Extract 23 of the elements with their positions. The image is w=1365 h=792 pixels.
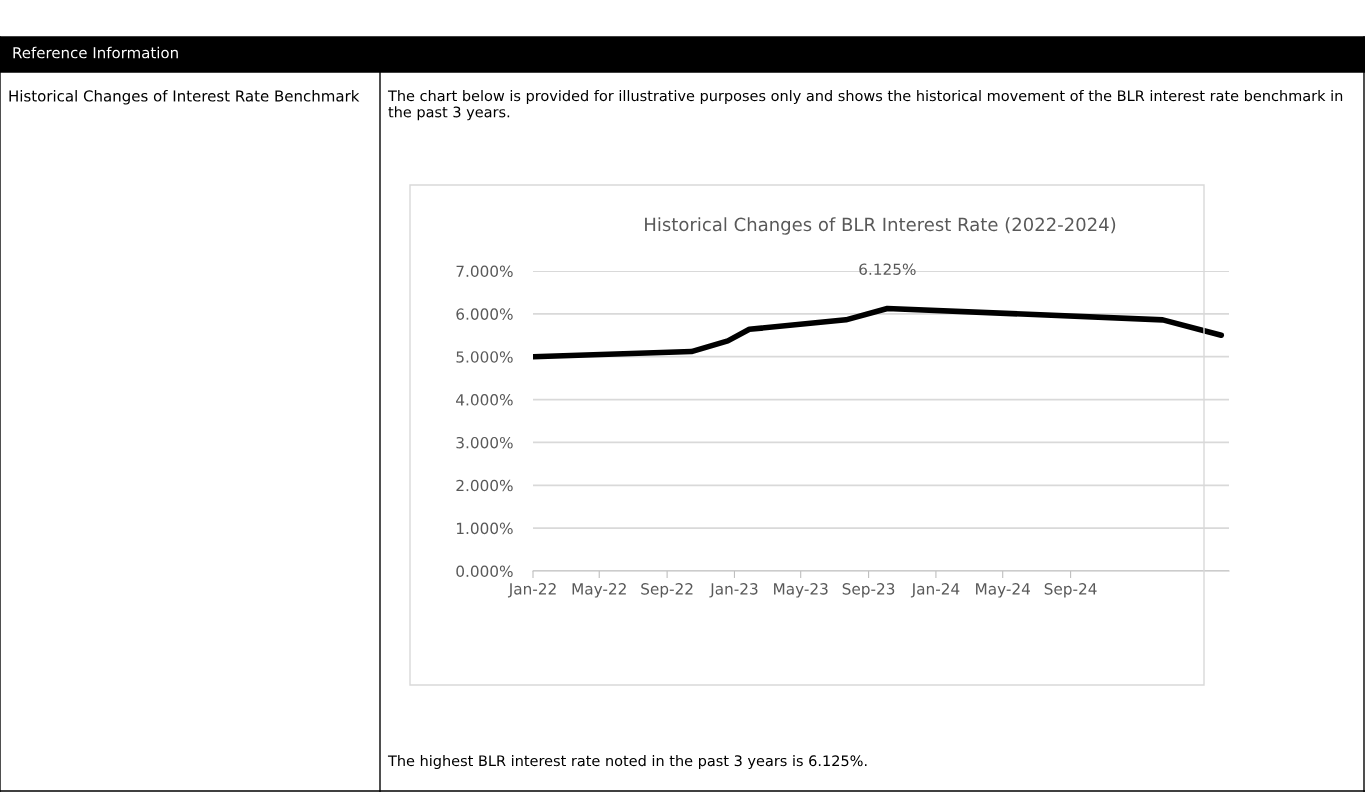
y-tick-label: 0.000% [456,565,513,578]
y-tick-label: 5.000% [456,351,513,363]
x-tick-label: Sep-24 [1044,583,1097,598]
x-tick-label: May-24 [976,583,1030,598]
x-tick-label: Sep-22 [641,583,693,598]
chart-title: Historical Changes of BLR Interest Rate (2022-2024) [645,217,1116,235]
text: The highest BLR interest rate noted in the past 3 years is 6.125%. [387,755,867,770]
y-tick-label: 7.000% [456,265,513,278]
x-tick-label: Sep-23 [842,583,895,598]
y-tick-label: 1.000% [456,522,513,535]
x-tick-label: Jan-23 [709,583,758,598]
y-tick-label: 6.000% [456,308,513,320]
text: Historical Changes of Interest Rate Benchmark [9,90,360,105]
x-tick-label: Jan-24 [910,583,960,598]
x-tick-label: May-23 [774,583,828,598]
y-tick-label: 4.000% [456,394,513,406]
data-label: 6.125% [859,263,916,275]
x-tick-label: May-22 [572,583,626,598]
x-tick-label: Jan-22 [507,583,556,598]
text: The chart below is provided for illustrative purposes only and shows the historical movement of the BLR interest rate benchmark in the past 3 years. [387,90,1343,121]
y-tick-label: 3.000% [456,436,513,449]
y-tick-label: 2.000% [456,479,513,492]
text: Reference Information [13,46,178,59]
